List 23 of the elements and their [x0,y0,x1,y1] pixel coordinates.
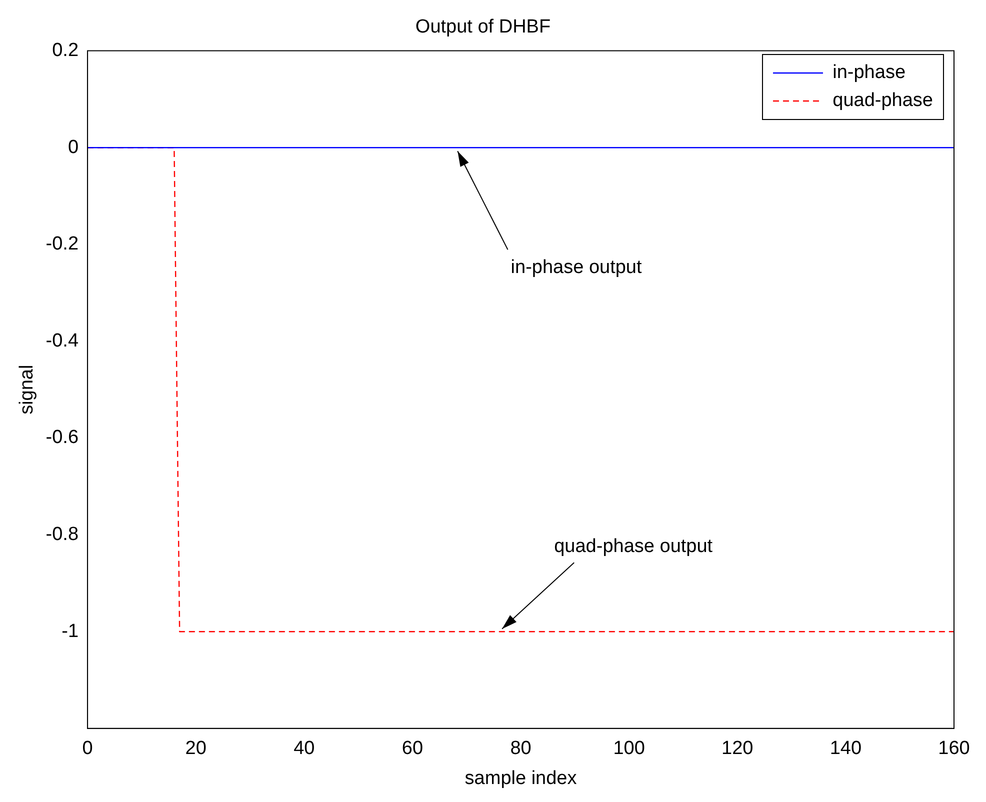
y-tick-label: -0.8 [46,524,79,546]
y-tick-label: -0.4 [46,330,79,352]
x-tick-label: 40 [294,738,315,760]
annotation: quad-phase output [554,536,714,557]
y-tick-label: 0 [68,136,79,158]
y-tick-label: 0.2 [52,40,79,62]
x-tick-label: 20 [185,738,206,760]
y-tick-label: -0.2 [46,234,79,255]
x-tick-label: 120 [722,738,754,760]
x-axis-title: sample index [464,768,578,789]
x-tick-label: 140 [830,738,862,760]
annotation: in-phase output [510,256,642,278]
x-tick-label: 0 [82,738,93,760]
chart-title: Output of DHBF [415,16,551,38]
x-tick-label: 160 [938,738,970,760]
y-tick-label: -0.6 [46,427,79,448]
y-tick-label: -1 [62,620,79,642]
x-tick-label: 60 [402,738,424,760]
x-tick-label: 100 [613,738,645,760]
x-tick-label: 80 [510,738,532,760]
legend-label: in-phase [832,62,906,84]
y-axis-title: signal [16,364,38,414]
legend-label: quad-phase [832,90,933,112]
